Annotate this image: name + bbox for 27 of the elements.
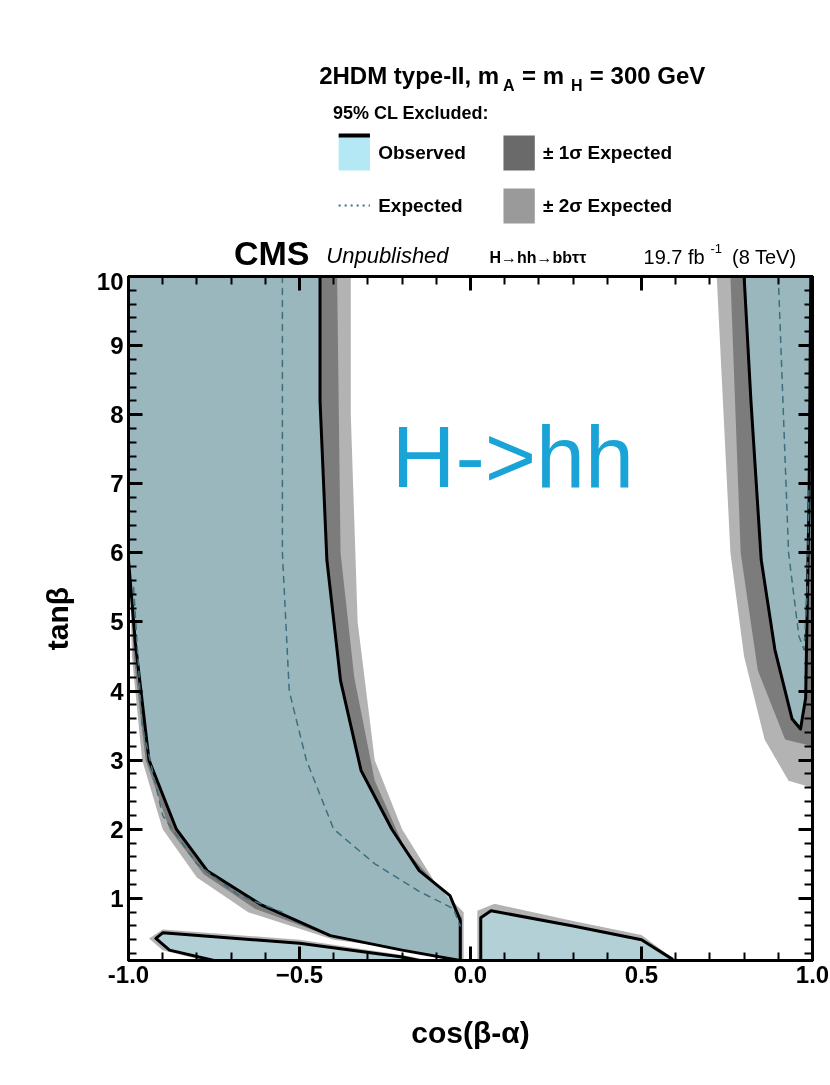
legend-label: Expected xyxy=(378,195,463,216)
y-tick-label: 3 xyxy=(110,746,124,774)
y-tick-label: 1 xyxy=(110,884,124,912)
text: H→hh→bbττ xyxy=(489,249,587,266)
y-axis-title: tanβ xyxy=(40,586,74,651)
x-tick-label: 0.5 xyxy=(624,960,659,988)
x-tick-label: -1.0 xyxy=(107,960,150,988)
legend-title: 95% CL Excluded: xyxy=(332,102,489,123)
y-tick-label: 2 xyxy=(110,815,124,843)
text: Unpublished xyxy=(326,243,450,268)
y-tick-label: 5 xyxy=(110,608,124,636)
y-tick-label: 6 xyxy=(110,539,124,567)
y-tick-label: 10 xyxy=(96,267,124,295)
x-tick-label: 0.0 xyxy=(453,960,488,988)
y-tick-label: 7 xyxy=(110,470,124,498)
text: 19.7 fb-1 (8 TeV) xyxy=(643,241,797,268)
y-tick-label: 9 xyxy=(110,332,124,360)
y-tick-label: 4 xyxy=(110,677,125,705)
x-tick-label: 1.0 xyxy=(795,960,830,988)
annotation: H->hh xyxy=(391,406,634,506)
y-tick-label: 8 xyxy=(110,401,124,429)
legend-label: ± 1σ Expected xyxy=(543,142,673,163)
x-tick-label: −0.5 xyxy=(275,960,324,988)
x-axis-title: cos(β-α) xyxy=(411,1015,530,1049)
legend-label: Observed xyxy=(378,142,466,163)
text: CMS xyxy=(233,233,310,272)
legend-label: ± 2σ Expected xyxy=(543,195,673,216)
